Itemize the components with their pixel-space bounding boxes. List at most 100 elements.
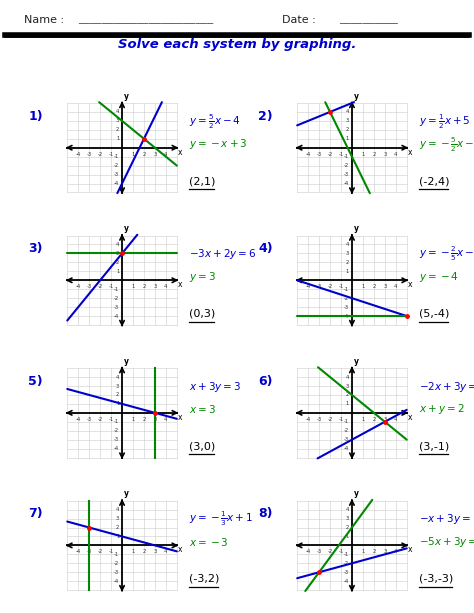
Text: 2: 2 <box>142 152 146 157</box>
Text: 2: 2 <box>116 525 119 530</box>
Text: -2: -2 <box>344 561 349 566</box>
Text: y: y <box>354 92 359 101</box>
Text: 3: 3 <box>116 118 119 123</box>
Text: -2: -2 <box>344 295 349 300</box>
Text: -3: -3 <box>87 417 92 422</box>
Text: -2: -2 <box>98 284 103 289</box>
Text: 1: 1 <box>346 534 349 539</box>
Text: Date :: Date : <box>282 15 316 25</box>
Text: 1: 1 <box>131 549 135 554</box>
Text: y: y <box>124 489 129 498</box>
Text: (5,-4): (5,-4) <box>419 308 449 319</box>
Text: 1: 1 <box>361 417 365 422</box>
Text: __________: __________ <box>339 11 398 24</box>
Text: 4: 4 <box>164 417 168 422</box>
Text: $-3x + 2y = 6$: $-3x + 2y = 6$ <box>189 247 256 261</box>
Text: 2: 2 <box>116 260 119 265</box>
Text: $y = -x + 3$: $y = -x + 3$ <box>189 137 247 151</box>
Text: 7): 7) <box>28 507 43 520</box>
Text: 4: 4 <box>346 507 349 512</box>
Text: -3: -3 <box>344 172 349 177</box>
Text: -1: -1 <box>338 152 344 157</box>
Text: x: x <box>408 413 412 422</box>
Text: 1: 1 <box>131 284 135 289</box>
Text: 2: 2 <box>346 260 349 265</box>
Text: x: x <box>408 148 412 157</box>
Text: $x + y = 2$: $x + y = 2$ <box>419 402 464 416</box>
Text: 5): 5) <box>28 375 43 387</box>
Text: 2: 2 <box>142 284 146 289</box>
Text: -1: -1 <box>344 419 349 424</box>
Text: (3,0): (3,0) <box>189 441 215 451</box>
Text: 4: 4 <box>116 242 119 247</box>
Text: 4: 4 <box>394 417 398 422</box>
Text: 3: 3 <box>153 152 156 157</box>
Text: 3: 3 <box>116 251 119 256</box>
Text: -4: -4 <box>114 181 119 186</box>
Text: 4: 4 <box>164 284 168 289</box>
Text: -2: -2 <box>114 428 119 433</box>
Text: -2: -2 <box>114 163 119 168</box>
Text: 1: 1 <box>361 549 365 554</box>
Text: -2: -2 <box>328 417 333 422</box>
Text: Solve each system by graphing.: Solve each system by graphing. <box>118 38 356 51</box>
Text: -4: -4 <box>344 181 349 186</box>
Text: -4: -4 <box>306 417 311 422</box>
Text: 4: 4 <box>394 152 398 157</box>
Text: 4: 4 <box>346 242 349 247</box>
Text: 2: 2 <box>142 549 146 554</box>
Text: -1: -1 <box>338 417 344 422</box>
Text: -4: -4 <box>76 417 81 422</box>
Text: 4: 4 <box>116 110 119 115</box>
Text: -3: -3 <box>317 284 322 289</box>
Text: 4: 4 <box>116 507 119 512</box>
Text: $y = \frac{5}{2}x - 4$: $y = \frac{5}{2}x - 4$ <box>189 112 241 131</box>
Text: 1: 1 <box>131 152 135 157</box>
Text: -4: -4 <box>76 152 81 157</box>
Text: -3: -3 <box>344 305 349 310</box>
Text: 1: 1 <box>116 269 119 274</box>
Text: -4: -4 <box>344 579 349 584</box>
Text: -3: -3 <box>317 152 322 157</box>
Text: -3: -3 <box>114 305 119 310</box>
Text: -1: -1 <box>114 154 119 159</box>
Text: 2: 2 <box>142 417 146 422</box>
Text: -4: -4 <box>306 284 311 289</box>
Text: -2: -2 <box>344 163 349 168</box>
Text: 2: 2 <box>346 128 349 132</box>
Text: -4: -4 <box>76 284 81 289</box>
Text: -4: -4 <box>344 314 349 319</box>
Text: -2: -2 <box>114 561 119 566</box>
Text: x: x <box>178 148 182 157</box>
Text: 3: 3 <box>116 384 119 389</box>
Text: -2: -2 <box>98 152 103 157</box>
Text: $x = -3$: $x = -3$ <box>189 536 228 548</box>
Text: -2: -2 <box>98 549 103 554</box>
Text: -1: -1 <box>114 419 119 424</box>
Text: -4: -4 <box>306 152 311 157</box>
Text: 2: 2 <box>372 152 375 157</box>
Text: -2: -2 <box>114 295 119 300</box>
Text: -1: -1 <box>109 549 114 554</box>
Text: 1: 1 <box>346 136 349 141</box>
Text: -3: -3 <box>344 569 349 575</box>
Text: -3: -3 <box>87 284 92 289</box>
Text: 4: 4 <box>116 375 119 379</box>
Text: 3: 3 <box>346 384 349 389</box>
Text: 4): 4) <box>258 242 273 255</box>
Text: (3,-1): (3,-1) <box>419 441 449 451</box>
Text: -1: -1 <box>109 284 114 289</box>
Text: 1: 1 <box>361 152 365 157</box>
Text: -3: -3 <box>114 172 119 177</box>
Text: 1: 1 <box>131 417 135 422</box>
Text: $-5x + 3y = 6$: $-5x + 3y = 6$ <box>419 535 474 549</box>
Text: $x = 3$: $x = 3$ <box>189 403 216 416</box>
Text: 3: 3 <box>153 549 156 554</box>
Text: -4: -4 <box>344 446 349 451</box>
Text: -1: -1 <box>338 549 344 554</box>
Text: -2: -2 <box>328 152 333 157</box>
Text: 3: 3 <box>383 284 386 289</box>
Text: -2: -2 <box>98 417 103 422</box>
Text: $y = -4$: $y = -4$ <box>419 270 458 284</box>
Text: -1: -1 <box>109 417 114 422</box>
